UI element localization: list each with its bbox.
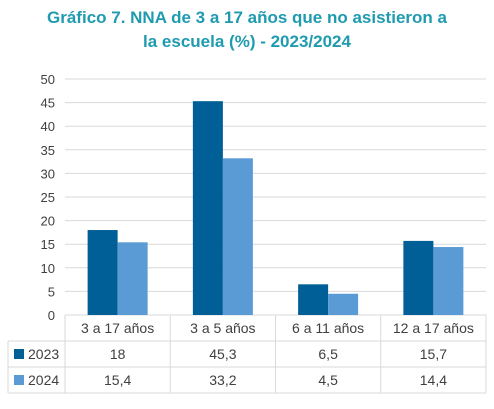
chart-title-line-2: la escuela (%) - 2023/2024	[143, 32, 351, 51]
y-tick-label: 35	[41, 143, 55, 158]
y-tick-label: 30	[41, 166, 55, 181]
legend-label: 2024	[28, 372, 59, 388]
y-tick-label: 15	[41, 237, 55, 252]
chart-title-line-1: Gráfico 7. NNA de 3 a 17 años que no asi…	[47, 8, 447, 27]
legend-label: 2023	[28, 346, 59, 362]
y-tick-label: 45	[41, 96, 55, 111]
bar-2023	[403, 240, 434, 315]
bar-2023	[87, 230, 118, 315]
y-tick-label: 5	[48, 284, 55, 299]
bar-2023	[192, 101, 223, 316]
category-label: 3 a 5 años	[190, 320, 255, 336]
y-tick-label: 10	[41, 261, 55, 276]
bar-2023	[298, 284, 329, 315]
bars	[87, 101, 464, 316]
data-label: 6,5	[318, 346, 338, 362]
y-axis-ticks: 0 5 10 15 20 25 30 35 40 45 50	[41, 72, 55, 323]
data-label: 15,4	[104, 372, 131, 388]
y-tick-label: 25	[41, 190, 55, 205]
data-label: 18	[110, 346, 126, 362]
data-label: 4,5	[318, 372, 338, 388]
category-label: 6 a 11 años	[292, 320, 364, 336]
category-label: 3 a 17 años	[81, 320, 154, 336]
data-label: 15,7	[420, 346, 447, 362]
legend-key-2023	[14, 349, 24, 359]
data-label: 14,4	[420, 372, 447, 388]
bar-2024	[117, 242, 148, 315]
data-label: 45,3	[209, 346, 236, 362]
data-table: 3 a 17 años 3 a 5 años 6 a 11 años 12 a 17 …	[7, 315, 487, 394]
y-tick-label: 20	[41, 214, 55, 229]
data-label: 33,2	[209, 372, 236, 388]
bar-2024	[328, 293, 359, 315]
y-tick-label: 50	[41, 72, 55, 87]
category-label: 12 a 17 años	[393, 320, 474, 336]
y-tick-label: 40	[41, 119, 55, 134]
chart-title: Gráfico 7. NNA de 3 a 17 años que no asi…	[0, 6, 494, 54]
legend-key-2024	[14, 375, 24, 385]
bar-2024	[433, 247, 464, 315]
y-tick-label: 0	[48, 308, 55, 323]
bar-2024	[222, 158, 253, 315]
